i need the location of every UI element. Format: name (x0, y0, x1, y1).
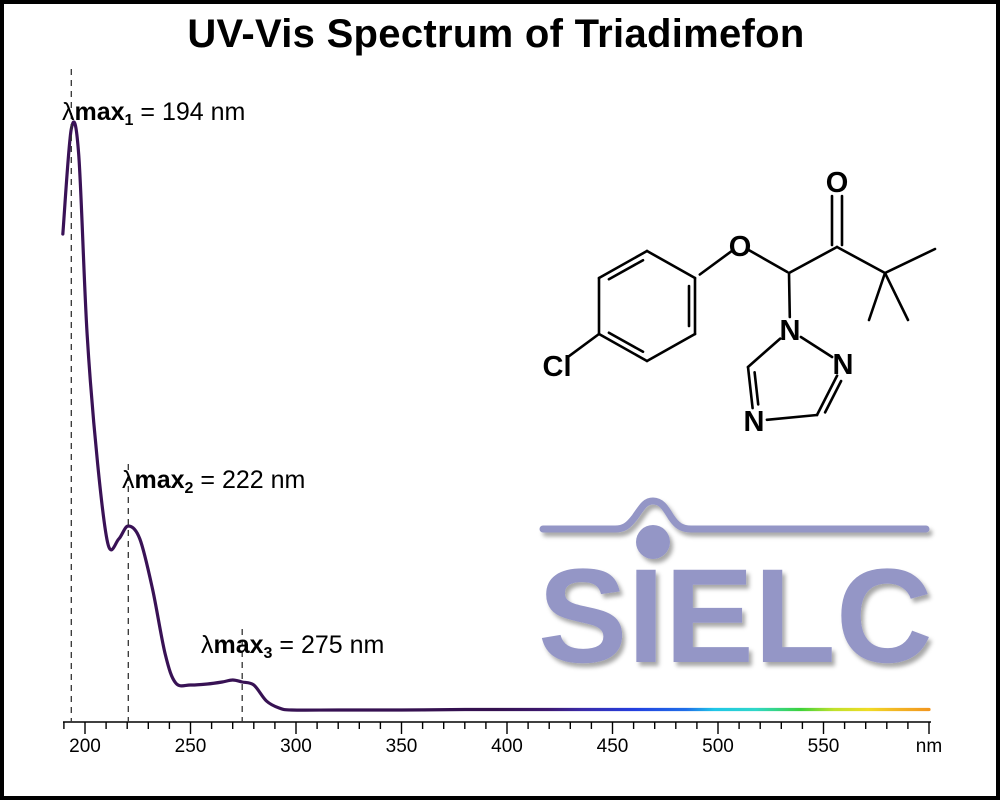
svg-text:O: O (826, 167, 849, 199)
svg-text:nm: nm (916, 736, 942, 757)
svg-text:400: 400 (491, 736, 523, 757)
svg-text:λmax1 = 194 nm: λmax1 = 194 nm (62, 98, 245, 129)
svg-text:λmax3 = 275 nm: λmax3 = 275 nm (201, 631, 384, 662)
svg-text:λmax2 = 222 nm: λmax2 = 222 nm (122, 466, 305, 497)
svg-text:SIELC: SIELC (538, 542, 933, 691)
svg-text:N: N (833, 349, 854, 381)
svg-text:Cl: Cl (543, 351, 572, 383)
svg-text:N: N (744, 406, 765, 438)
svg-text:550: 550 (808, 736, 840, 757)
svg-text:250: 250 (175, 736, 207, 757)
svg-text:500: 500 (702, 736, 734, 757)
svg-text:350: 350 (386, 736, 418, 757)
svg-text:450: 450 (597, 736, 629, 757)
svg-text:300: 300 (280, 736, 312, 757)
svg-text:N: N (780, 315, 801, 347)
svg-text:O: O (729, 231, 752, 263)
svg-text:200: 200 (69, 736, 101, 757)
